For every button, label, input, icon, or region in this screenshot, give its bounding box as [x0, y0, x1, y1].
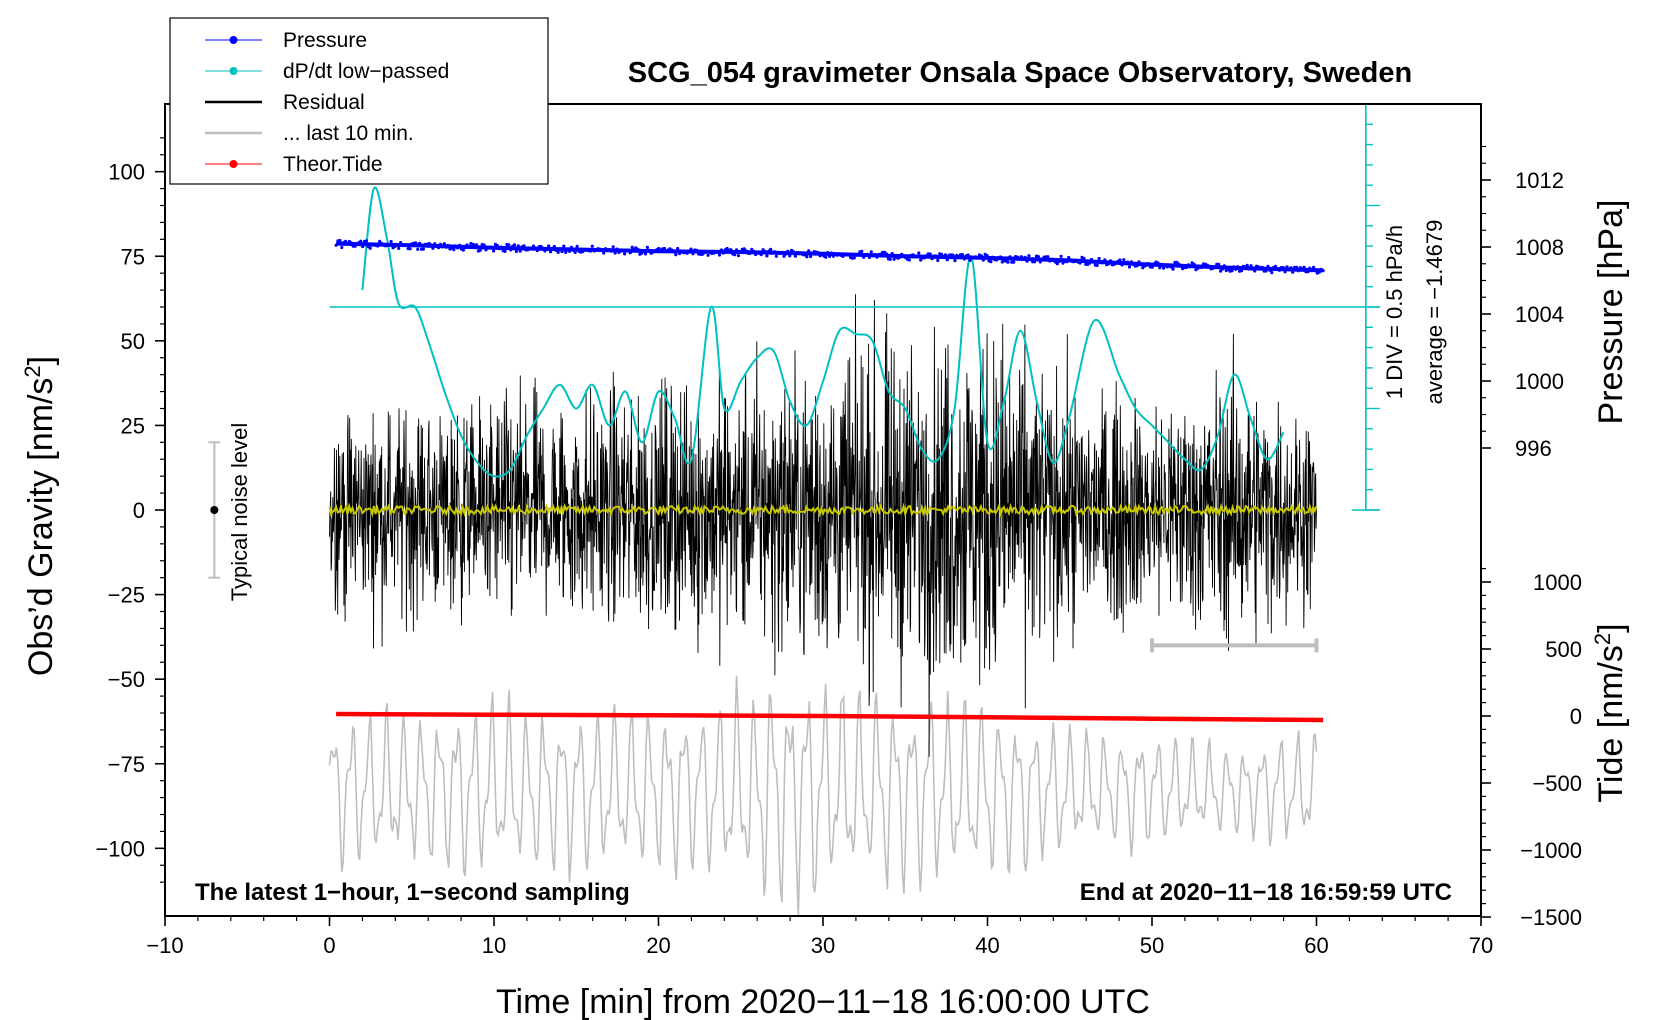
- legend-marker: [229, 67, 238, 75]
- gravity-axis-title: Obs’d Gravity [nm/s2]: [20, 356, 60, 676]
- x-axis: −10 0 10 20 30 40 50 60 70: [146, 916, 1493, 958]
- pressure-tick-label: 1012: [1515, 168, 1564, 193]
- theoretical-tide-line: [336, 711, 1324, 723]
- tide-tick-label: 1000: [1533, 570, 1582, 595]
- x-tick-label: 40: [975, 933, 999, 958]
- sampling-annotation: The latest 1−hour, 1−second sampling: [195, 879, 630, 906]
- pressure-tick-label: 996: [1515, 436, 1552, 461]
- ten-minute-marker: [1150, 638, 1319, 653]
- pressure-tick-label: 1004: [1515, 302, 1564, 327]
- last-10-min-line: [328, 675, 1318, 917]
- legend-marker: [229, 160, 238, 168]
- residual-smoothed-line: [328, 502, 1318, 519]
- tide-axis: −1500 −1000 −500 0 500 1000: [1481, 567, 1582, 930]
- pressure-tick-label: 1008: [1515, 235, 1564, 260]
- tide-tick-label: 0: [1570, 704, 1582, 729]
- tide-tick-label: −1000: [1520, 838, 1582, 863]
- x-tick-label: 0: [323, 933, 335, 958]
- x-tick-label: 50: [1140, 933, 1164, 958]
- gravity-axis-title-text: Obs’d Gravity [nm/s: [22, 378, 60, 677]
- gravity-tick-label: 25: [121, 413, 145, 438]
- x-tick-label: 60: [1304, 933, 1328, 958]
- x-tick-label: 70: [1469, 933, 1493, 958]
- gravity-axis-title-close: ]: [22, 356, 60, 365]
- tide-tick-label: −1500: [1520, 905, 1582, 930]
- noise-level-label: Typical noise level: [227, 423, 252, 602]
- gravity-tick-label: −25: [108, 583, 145, 608]
- noise-level-bar: [208, 441, 221, 579]
- legend-label: Pressure: [283, 29, 367, 52]
- tide-tick-label: 500: [1545, 637, 1582, 662]
- gravity-tick-label: 100: [108, 160, 145, 185]
- legend-label: ... last 10 min.: [283, 122, 414, 145]
- gravity-tick-label: 75: [121, 244, 145, 269]
- noise-bar-center: [210, 506, 219, 514]
- series-dpdt-lowpassed: [361, 186, 1285, 478]
- dpdt-line: [361, 186, 1285, 478]
- x-tick-label: 10: [482, 933, 506, 958]
- tide-axis-title-sup: 2: [1590, 633, 1615, 645]
- plot-area: [328, 186, 1325, 917]
- end-time-annotation: End at 2020−11−18 16:59:59 UTC: [1080, 879, 1452, 906]
- legend-label: Theor.Tide: [283, 153, 383, 176]
- gravity-tick-label: −100: [95, 836, 145, 861]
- chart-title: SCG_054 gravimeter Onsala Space Observat…: [628, 57, 1412, 89]
- gravity-axis-title-sup: 2: [20, 365, 45, 377]
- pressure-tick-label: 1000: [1515, 369, 1564, 394]
- x-tick-label: 30: [811, 933, 835, 958]
- series-theoretical-tide: [336, 711, 1324, 723]
- dpdt-scale-label: 1 DIV = 0.5 hPa/h: [1382, 225, 1407, 399]
- legend: Pressure dP/dt low−passed Residual ... last…: [169, 17, 549, 185]
- tide-axis-title-close: ]: [1592, 623, 1630, 632]
- gravity-tick-label: 50: [121, 329, 145, 354]
- gravity-axis: −100 −75 −50 −25 0 25 50 75 100: [95, 137, 165, 883]
- tide-axis-title: Tide [nm/s2]: [1590, 623, 1630, 802]
- pressure-axis-title: Pressure [hPa]: [1592, 200, 1630, 425]
- gravity-tick-label: −50: [108, 667, 145, 692]
- x-tick-label: 20: [646, 933, 670, 958]
- series-pressure: [334, 238, 1325, 275]
- legend-entries: Pressure dP/dt low−passed Residual ... last…: [205, 29, 449, 176]
- legend-marker: [229, 36, 238, 44]
- dpdt-average-label: average = −1.4679: [1422, 220, 1447, 405]
- pressure-axis: 996 1000 1004 1008 1012: [1481, 145, 1564, 461]
- gravity-tick-label: 0: [133, 498, 145, 523]
- series-last-10-min: [328, 675, 1318, 917]
- tide-tick-label: −500: [1532, 771, 1582, 796]
- gravity-tick-label: −75: [108, 752, 145, 777]
- pressure-dots: [334, 238, 1325, 275]
- tide-axis-title-text: Tide [nm/s: [1592, 645, 1630, 802]
- dpdt-scale-axis: [329, 103, 1380, 511]
- series-residual-smoothed: [328, 502, 1318, 519]
- x-tick-label: −10: [146, 933, 183, 958]
- legend-label: Residual: [283, 91, 365, 114]
- legend-label: dP/dt low−passed: [283, 60, 449, 83]
- x-axis-title: Time [min] from 2020−11−18 16:00:00 UTC: [496, 983, 1150, 1020]
